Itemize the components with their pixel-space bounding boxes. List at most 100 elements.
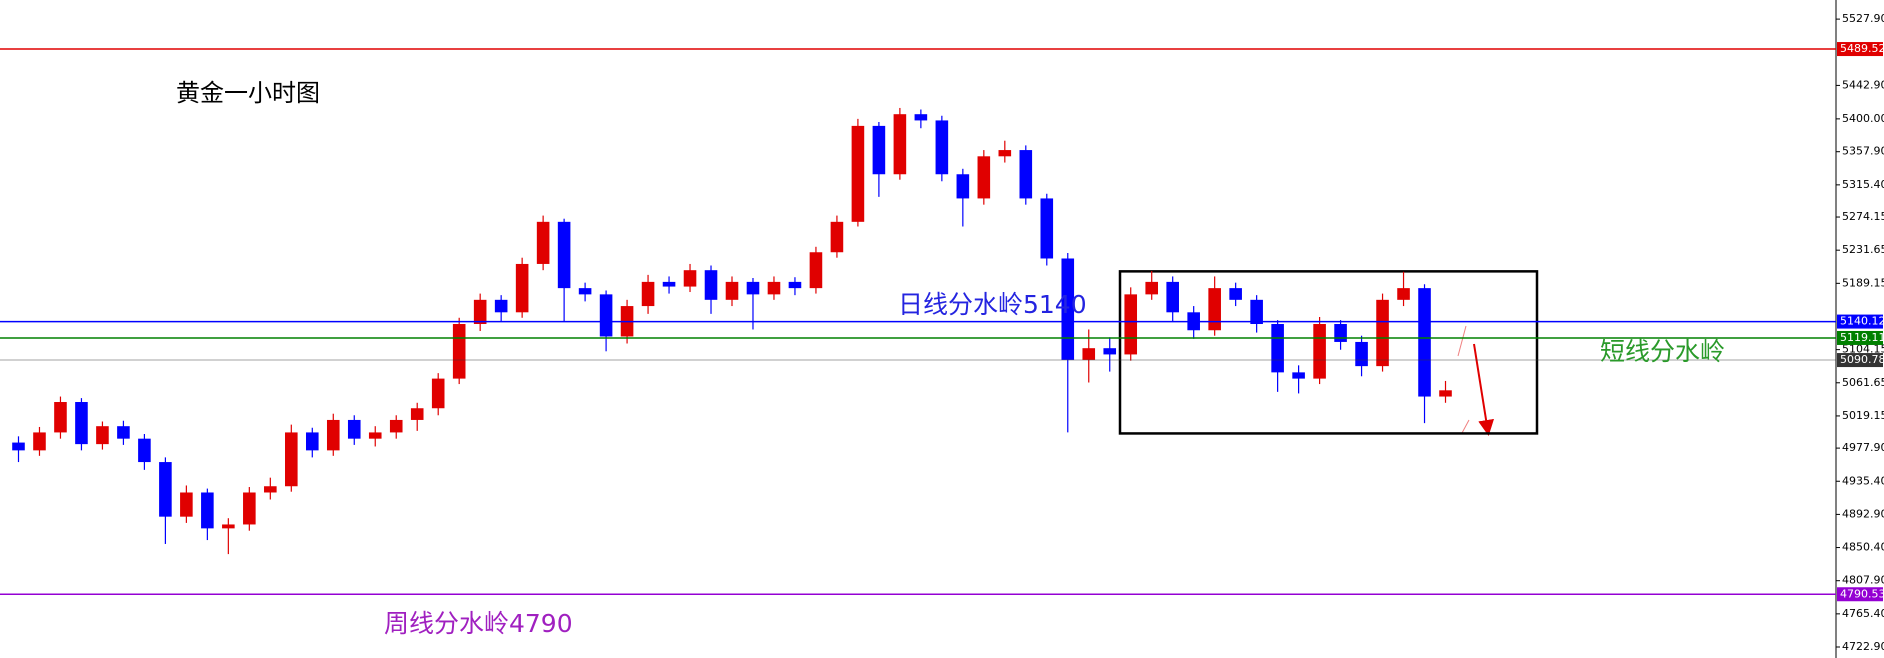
annotation: 短线分水岭 [1600,337,1725,366]
y-tick-label: 4935.40 [1842,474,1884,487]
level-label-bg [1837,587,1883,602]
y-tick-label: 4892.90 [1842,507,1884,520]
annotation: 日线分水岭5140 [898,290,1087,319]
candle-body [117,426,130,439]
arrow [1461,419,1470,434]
arrow [1473,343,1495,436]
candle-body [305,432,319,451]
candle-body [956,174,970,199]
candle-body [641,281,655,307]
level-label-bg [1837,330,1883,345]
candle-body [54,402,67,433]
candle-body [788,281,802,289]
candle-body [159,462,172,517]
y-tick-label: 5274.15 [1842,210,1884,223]
candle-body [1271,324,1284,373]
y-tick-label: 4850.40 [1842,541,1884,554]
candle-body [1397,288,1410,300]
candle-body [473,299,487,325]
candle-body [578,288,592,295]
candle-body [830,221,844,253]
candle-body [1019,150,1033,199]
arrow [1457,325,1467,357]
candle-body [1439,390,1452,397]
candle-body [1166,281,1179,313]
candle-body [264,486,277,493]
candle-body [662,281,676,287]
candle-body [285,432,298,487]
candle-body [222,524,235,529]
candle-body [347,419,361,439]
candle-body [494,299,508,313]
candle-body [1103,348,1117,355]
candle-body [201,492,214,529]
candle-body [746,281,760,295]
level-label: 4790.53 [1840,587,1884,600]
y-tick-label: 5400.00 [1842,112,1884,125]
level-label: 5090.78 [1840,353,1884,366]
candle-body [935,120,949,175]
candle-body [75,402,88,445]
candle-body [599,294,613,337]
candle-body [872,125,886,175]
candle-body [431,378,445,409]
candle-body [1334,324,1347,342]
y-tick-label: 4765.40 [1842,607,1884,620]
annotation: 周线分水岭4790 [384,609,573,638]
candle-body [1313,324,1326,379]
candle-body [180,492,193,517]
candle-body [851,125,865,222]
candle-body [138,438,151,463]
candle-body [1124,294,1138,355]
candle-body [1082,348,1096,360]
candle-body [1355,341,1368,367]
candle-body [977,156,991,199]
candle-body [326,419,340,451]
candle-body [767,281,781,295]
y-tick-label: 5231.65 [1842,243,1884,256]
candle-body [914,114,928,121]
candle-body [515,263,529,313]
candle-body [368,432,382,439]
level-label: 5489.52 [1840,42,1884,55]
y-tick-label: 5357.90 [1842,145,1884,158]
candle-body [1292,372,1305,379]
level-label-bg [1837,353,1883,368]
level-label-bg [1837,314,1883,329]
y-tick-label: 4977.90 [1842,441,1884,454]
level-label-bg [1837,42,1883,57]
arrows [1457,325,1495,436]
candle-body [683,270,697,287]
candle-body [96,426,109,445]
level-label: 5140.12 [1840,315,1884,328]
candle-body [557,221,571,289]
y-tick-label: 5019.15 [1842,409,1884,422]
y-tick-label: 5189.15 [1842,276,1884,289]
y-tick-label: 5104.15 [1842,343,1884,356]
candle-body [1250,299,1263,325]
chart-title: 黄金一小时图 [176,79,320,107]
candle-body [809,252,823,289]
candle-body [410,408,424,420]
candle-body [536,221,550,264]
candle-body [1229,288,1242,300]
candle-body [243,492,256,525]
candle-body [998,150,1012,157]
candle-body [389,419,403,433]
y-tick-label: 5527.90 [1842,12,1884,25]
y-tick-label: 5442.90 [1842,78,1884,91]
candle-body [893,114,907,175]
y-tick-label: 4722.90 [1842,640,1884,653]
candle-body [1418,288,1431,397]
candle-body [1061,258,1075,360]
candle-body [1040,198,1054,259]
level-label: 5119.11 [1840,331,1884,344]
y-tick-label: 4807.90 [1842,574,1884,587]
candle-body [1145,281,1159,295]
candle-body [452,324,466,379]
y-tick-label: 5315.40 [1842,178,1884,191]
range-box [1118,270,1539,435]
candle-body [33,432,46,451]
